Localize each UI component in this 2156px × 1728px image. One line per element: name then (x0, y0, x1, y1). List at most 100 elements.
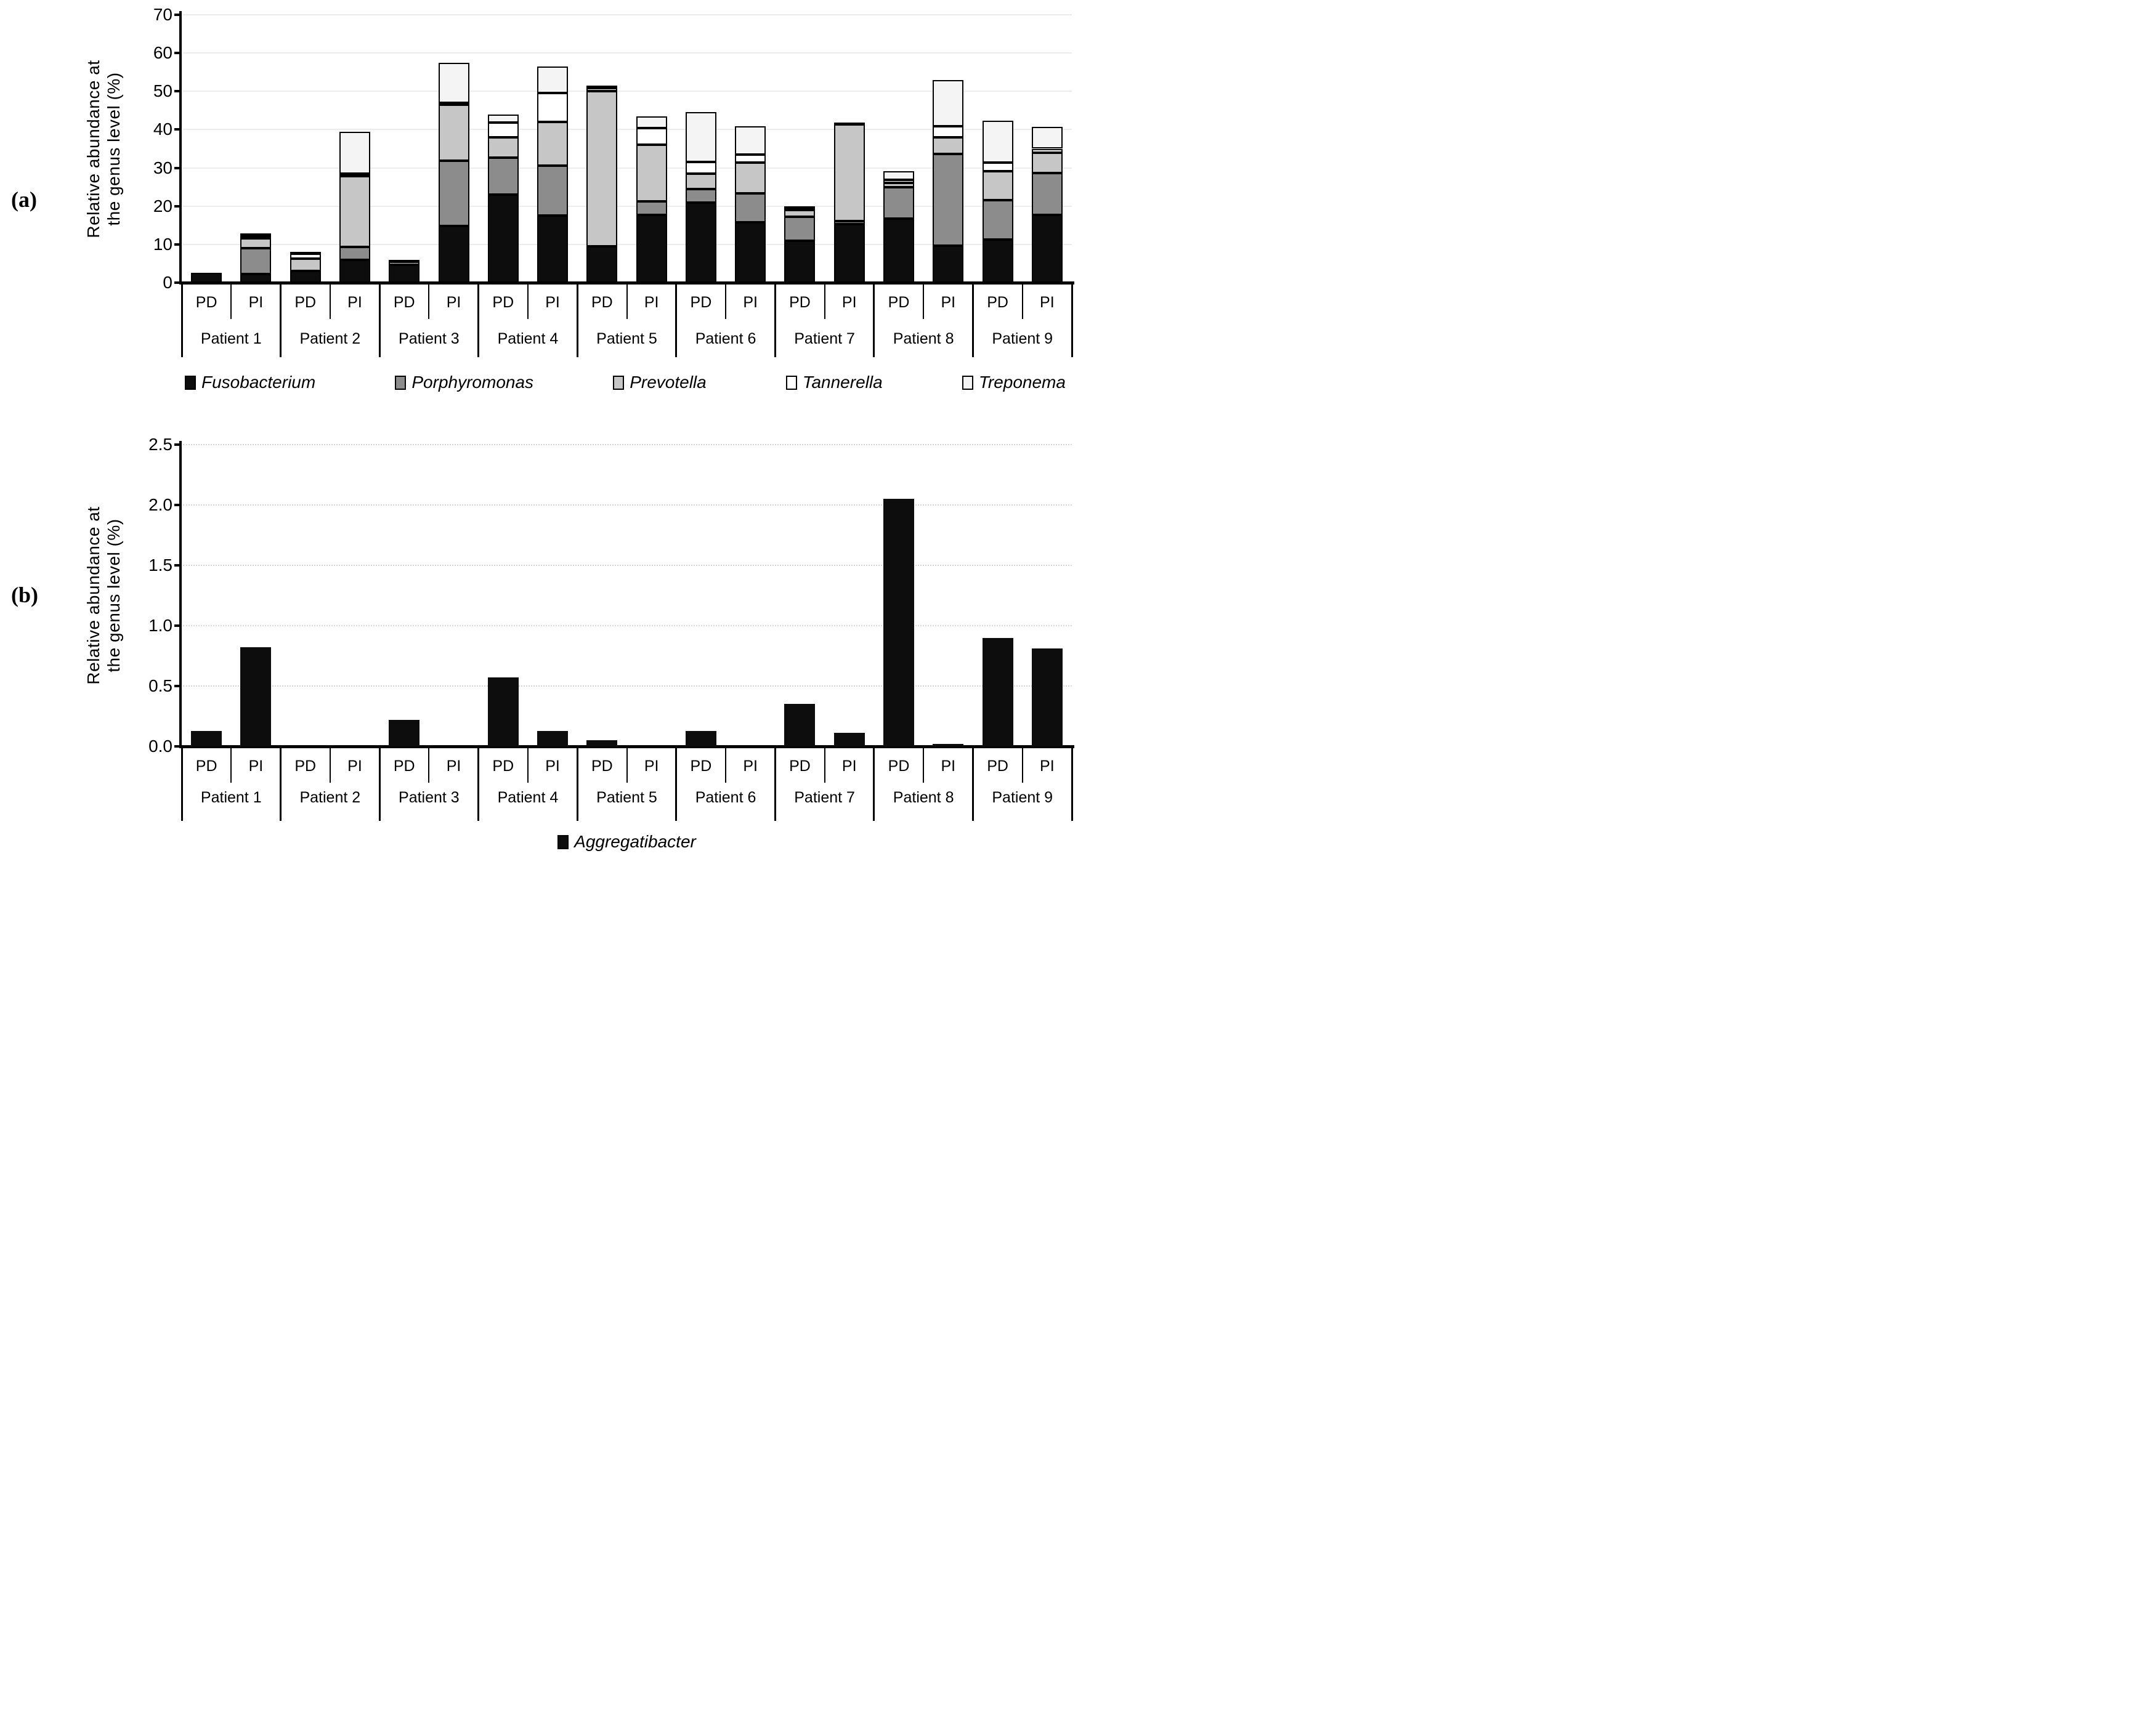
condition-label-b-Patient 3-PI: PI (446, 757, 461, 775)
bar-segment-a-Patient 6 PI-Tannerella (735, 154, 766, 163)
gridline-a-50 (183, 91, 1072, 92)
patient-separator-b-2 (378, 746, 381, 821)
patient-separator-a-6 (774, 283, 776, 357)
condition-label-a-Patient 2-PD: PD (294, 294, 317, 311)
y-tick-label-b-2.5: 2.5 (148, 435, 172, 454)
patient-separator-a-0 (180, 283, 183, 357)
condition-separator-a-6 (824, 283, 825, 319)
y-tick-b-2.0 (174, 504, 182, 506)
bar-segment-a-Patient 8 PI-Treponema (933, 79, 964, 126)
legend-swatch-Tannerella (785, 375, 797, 390)
chart-b-y-axis-title: Relative abundance at the genus level (%… (83, 460, 124, 731)
bar-segment-a-Patient 8 PD-Treponema (883, 171, 915, 180)
condition-label-a-Patient 9-PI: PI (1040, 294, 1055, 311)
condition-separator-a-2 (428, 283, 430, 319)
bar-segment-a-Patient 4 PI-Fusobacterium (537, 216, 569, 283)
y-tick-label-b-0.0: 0.0 (148, 737, 172, 756)
legend-label-Tannerella: Tannerella (802, 373, 883, 392)
patient-separator-b-6 (774, 746, 776, 821)
bar-segment-a-Patient 4 PD-Tannerella (487, 123, 519, 138)
bar-segment-a-Patient 7 PD-Tannerella (784, 208, 816, 211)
bar-segment-a-Patient 2 PD-Prevotella (290, 259, 321, 271)
bar-segment-a-Patient 2 PI-Tannerella (339, 173, 370, 177)
condition-separator-a-8 (1021, 283, 1023, 319)
legend-label-Treponema: Treponema (978, 373, 1066, 392)
gridline-b-1.0 (183, 625, 1072, 626)
legend-swatch-Treponema (962, 375, 973, 390)
gridline-a-30 (183, 167, 1072, 169)
bar-segment-a-Patient 8 PD-Fusobacterium (883, 219, 915, 283)
bar-b-Patient 7 PD (784, 704, 816, 746)
bar-segment-a-Patient 9 PI-Treponema (1031, 127, 1063, 149)
condition-label-b-Patient 6-PI: PI (743, 757, 758, 775)
bar-segment-a-Patient 3 PI-Tannerella (438, 102, 469, 105)
condition-label-b-Patient 9-PI: PI (1040, 757, 1055, 775)
bar-segment-a-Patient 8 PD-Porphyromonas (883, 187, 915, 219)
bar-segment-a-Patient 7 PD-Fusobacterium (784, 240, 816, 283)
panel-a-label: (a) (11, 187, 37, 212)
bar-segment-a-Patient 6 PI-Porphyromonas (735, 193, 766, 222)
bar-segment-a-Patient 5 PI-Tannerella (636, 127, 667, 145)
bar-b-Patient 6 PD (685, 730, 716, 746)
y-tick-label-a-30: 30 (153, 158, 172, 177)
bar-segment-a-Patient 2 PI-Porphyromonas (339, 247, 370, 260)
legend-label-Fusobacterium: Fusobacterium (201, 373, 316, 392)
patient-separator-b-0 (180, 746, 183, 821)
condition-separator-b-1 (329, 746, 331, 783)
bar-b-Patient 1 PD (191, 730, 222, 746)
bar-b-Patient 8 PD (883, 499, 915, 746)
y-tick-a-20 (174, 204, 182, 208)
gridline-a-40 (183, 129, 1072, 131)
bar-segment-a-Patient 7 PD-Treponema (784, 206, 816, 209)
condition-label-b-Patient 8-PI: PI (941, 757, 956, 775)
y-tick-label-a-0: 0 (163, 273, 172, 292)
condition-separator-b-8 (1021, 746, 1023, 783)
y-tick-a-60 (174, 52, 182, 55)
condition-label-b-Patient 7-PI: PI (841, 757, 857, 775)
legend-item-Treponema: Treponema (962, 373, 1066, 392)
bar-segment-a-Patient 1 PI-Porphyromonas (240, 248, 272, 274)
patient-label-a-Patient 3: Patient 3 (399, 330, 460, 347)
patient-label-a-Patient 7: Patient 7 (794, 330, 855, 347)
y-axis-b (179, 441, 182, 748)
legend-item-Tannerella: Tannerella (785, 373, 883, 392)
gridline-b-1.5 (183, 565, 1072, 566)
bar-b-Patient 8 PI (933, 744, 964, 746)
condition-label-b-Patient 7-PD: PD (789, 757, 811, 775)
condition-separator-b-4 (626, 746, 628, 783)
legend-item-Aggregatibacter: Aggregatibacter (557, 832, 696, 852)
patient-label-a-Patient 1: Patient 1 (200, 330, 262, 347)
condition-separator-a-4 (626, 283, 628, 319)
patient-separator-b-8 (971, 746, 974, 821)
condition-label-b-Patient 8-PD: PD (888, 757, 910, 775)
bar-segment-a-Patient 4 PI-Treponema (537, 66, 569, 94)
condition-label-a-Patient 5-PI: PI (644, 294, 659, 311)
y-tick-label-a-70: 70 (153, 5, 172, 24)
condition-separator-a-3 (527, 283, 529, 319)
bar-segment-a-Patient 6 PD-Porphyromonas (685, 188, 716, 203)
y-tick-a-50 (174, 90, 182, 93)
patient-label-a-Patient 9: Patient 9 (992, 330, 1053, 347)
y-tick-a-40 (174, 128, 182, 131)
bar-segment-a-Patient 4 PD-Prevotella (487, 137, 519, 158)
condition-label-b-Patient 5-PD: PD (591, 757, 613, 775)
legend-swatch-Porphyromonas (395, 375, 407, 390)
patient-separator-b-1 (280, 746, 282, 821)
chart-a-y-axis-title-line2: the genus level (%) (104, 72, 123, 226)
condition-separator-a-5 (725, 283, 727, 319)
bar-segment-a-Patient 4 PI-Prevotella (537, 122, 569, 166)
panel-b-label: (b) (11, 583, 38, 607)
legend-item-Prevotella: Prevotella (613, 373, 707, 392)
bar-segment-a-Patient 4 PI-Porphyromonas (537, 166, 569, 216)
patient-label-b-Patient 7: Patient 7 (794, 789, 855, 806)
bar-segment-a-Patient 3 PI-Prevotella (438, 105, 469, 161)
figure-microbiome-abundance: (a) (b) Relative abundance at the genus … (0, 0, 1078, 864)
bar-segment-a-Patient 6 PD-Tannerella (685, 162, 716, 174)
legend-swatch-Prevotella (613, 375, 625, 390)
bar-segment-a-Patient 7 PI-Fusobacterium (833, 224, 865, 283)
bar-segment-a-Patient 2 PI-Treponema (339, 131, 370, 174)
patient-separator-a-2 (378, 283, 381, 357)
condition-label-b-Patient 9-PD: PD (987, 757, 1008, 775)
condition-separator-b-7 (923, 746, 925, 783)
bar-segment-a-Patient 3 PI-Porphyromonas (438, 161, 469, 227)
